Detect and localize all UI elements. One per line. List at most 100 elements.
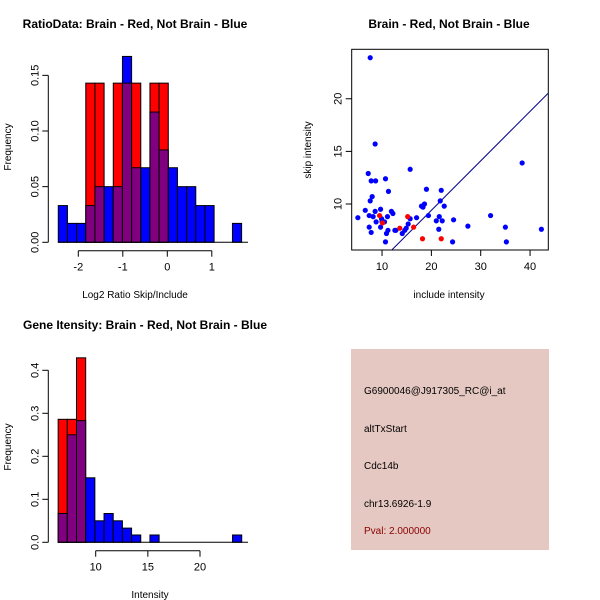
brain-point xyxy=(438,236,444,242)
not-brain-point xyxy=(370,214,376,220)
brain-point xyxy=(397,225,403,231)
intensity-histogram-xlabel: Intensity xyxy=(131,590,168,600)
histogram-overlap-bar xyxy=(57,512,68,543)
not-brain-point xyxy=(368,229,374,236)
not-brain-point xyxy=(538,226,544,232)
x-tick-label: -2 xyxy=(73,262,83,274)
reference-line xyxy=(391,92,549,250)
not-brain-point xyxy=(382,239,389,245)
histogram-overlap-bar xyxy=(85,205,96,243)
not-brain-point xyxy=(390,210,396,217)
not-brain-point xyxy=(405,221,411,227)
histogram-bar xyxy=(57,205,68,243)
histogram-overlap-bar xyxy=(66,434,78,543)
brain-point xyxy=(379,220,386,226)
not-brain-point xyxy=(438,187,444,193)
x-tick-label: 30 xyxy=(475,261,487,273)
not-brain-point xyxy=(449,239,456,245)
histogram-bar xyxy=(103,186,114,243)
histogram-bar xyxy=(94,520,105,543)
not-brain-point xyxy=(377,224,384,230)
not-brain-point xyxy=(436,214,442,220)
not-brain-point xyxy=(487,212,494,219)
genomic-location: chr13.6926-1.9 xyxy=(364,499,432,510)
scatter-ylabel: skip intensity xyxy=(303,121,314,178)
histogram-overlap-bar xyxy=(112,186,123,243)
histogram-overlap-bar xyxy=(158,149,169,243)
not-brain-point xyxy=(373,219,379,225)
y-tick-label: 0.15 xyxy=(29,65,41,86)
probe-id: G6900046@J917305_RC@i_at xyxy=(364,386,506,397)
intensity-histogram-title: Gene Itensity: Brain - Red, Not Brain - … xyxy=(23,318,267,332)
histogram-bar xyxy=(131,534,142,543)
histogram-bar xyxy=(186,186,197,243)
not-brain-point xyxy=(425,212,432,219)
x-tick-label: 10 xyxy=(376,261,388,273)
not-brain-point xyxy=(420,204,426,210)
pval-text: Pval: 2.000000 xyxy=(364,526,431,537)
not-brain-point xyxy=(355,215,361,221)
not-brain-point xyxy=(385,188,392,194)
not-brain-point xyxy=(433,218,439,224)
histogram-bar xyxy=(85,477,96,543)
histogram-bar xyxy=(66,222,78,243)
ratio-histogram-title: RatioData: Brain - Red, Not Brain - Blue xyxy=(23,17,248,31)
gene-name: Cdc14b xyxy=(364,461,399,472)
y-tick-label: 0.4 xyxy=(29,363,41,378)
y-tick-label: 15 xyxy=(333,145,345,157)
not-brain-point xyxy=(365,170,371,177)
x-tick-label: 20 xyxy=(425,261,437,273)
intensity-histogram: Gene Itensity: Brain - Red, Not Brain - … xyxy=(3,318,267,600)
not-brain-point xyxy=(413,215,420,221)
not-brain-point xyxy=(382,176,389,182)
brain-point xyxy=(376,212,383,219)
not-brain-point xyxy=(373,178,379,184)
x-tick-label: 1 xyxy=(209,262,215,274)
not-brain-point xyxy=(436,226,442,232)
not-brain-point xyxy=(383,230,390,237)
ratio-histogram-xlabel: Log2 Ratio Skip/Include xyxy=(82,290,188,301)
scatter-xlabel: include intensity xyxy=(413,290,484,301)
brain-point xyxy=(411,224,417,230)
not-brain-point xyxy=(437,198,443,204)
ratio-histogram-ylabel: Frequency xyxy=(3,123,14,170)
not-brain-point xyxy=(368,178,374,184)
histogram-bar xyxy=(121,527,133,543)
not-brain-point xyxy=(366,212,372,219)
x-tick-label: 10 xyxy=(90,562,102,574)
not-brain-point xyxy=(372,208,378,214)
y-tick-label: 0.05 xyxy=(29,176,41,197)
not-brain-point xyxy=(450,217,457,223)
histogram-bar xyxy=(140,167,151,243)
histogram-overlap-bar xyxy=(149,111,160,243)
ratio-histogram: RatioData: Brain - Red, Not Brain - Blue… xyxy=(3,17,248,301)
intensity-histogram-ylabel: Frequency xyxy=(3,423,14,470)
x-tick-label: 20 xyxy=(194,562,206,574)
x-tick-label: 15 xyxy=(142,562,154,574)
histogram-bar xyxy=(232,534,243,543)
histogram-bar xyxy=(195,205,206,243)
not-brain-point xyxy=(392,227,398,233)
x-tick-label: 0 xyxy=(164,262,170,274)
not-brain-point xyxy=(372,141,378,147)
not-brain-point xyxy=(367,198,373,204)
histogram-overlap-bar xyxy=(94,186,105,243)
not-brain-point xyxy=(439,218,445,224)
not-brain-point xyxy=(362,207,368,213)
probe-info-panel: G6900046@J917305_RC@i_at altTxStart Cdc1… xyxy=(351,349,549,550)
y-tick-label: 0.2 xyxy=(29,449,41,464)
not-brain-point xyxy=(367,55,373,61)
y-tick-label: 10 xyxy=(333,198,345,210)
histogram-bar xyxy=(103,512,114,543)
y-tick-label: 20 xyxy=(333,93,345,105)
histogram-bar xyxy=(204,205,215,243)
histogram-overlap-bar xyxy=(131,167,142,243)
histogram-bar xyxy=(149,534,160,543)
y-tick-label: 0.3 xyxy=(29,406,41,421)
not-brain-point xyxy=(465,223,471,229)
histogram-bar xyxy=(176,186,188,243)
not-brain-point xyxy=(369,194,375,200)
not-brain-point xyxy=(384,214,391,220)
